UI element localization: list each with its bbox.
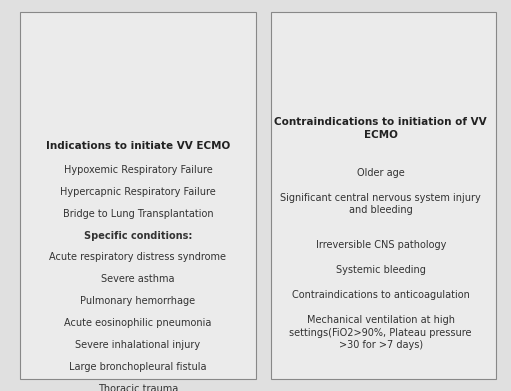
- Text: Mechanical ventilation at high
settings(FiO2>90%, Plateau pressure
>30 for >7 da: Mechanical ventilation at high settings(…: [289, 316, 472, 350]
- Text: Irreversible CNS pathology: Irreversible CNS pathology: [315, 240, 446, 250]
- Text: Contraindications to anticoagulation: Contraindications to anticoagulation: [292, 290, 470, 300]
- Text: Thoracic trauma: Thoracic trauma: [98, 384, 178, 391]
- Text: Hypoxemic Respiratory Failure: Hypoxemic Respiratory Failure: [63, 165, 213, 175]
- Text: Hypercapnic Respiratory Failure: Hypercapnic Respiratory Failure: [60, 187, 216, 197]
- FancyBboxPatch shape: [20, 12, 256, 379]
- Text: Severe inhalational injury: Severe inhalational injury: [76, 340, 200, 350]
- Text: Severe asthma: Severe asthma: [101, 274, 175, 284]
- Text: Pulmonary hemorrhage: Pulmonary hemorrhage: [80, 296, 196, 306]
- Text: Acute respiratory distress syndrome: Acute respiratory distress syndrome: [50, 253, 226, 262]
- Text: Acute eosinophilic pneumonia: Acute eosinophilic pneumonia: [64, 318, 212, 328]
- Text: Significant central nervous system injury
and bleeding: Significant central nervous system injur…: [281, 193, 481, 215]
- Text: Indications to initiate VV ECMO: Indications to initiate VV ECMO: [46, 141, 230, 151]
- Text: Systemic bleeding: Systemic bleeding: [336, 265, 426, 275]
- Text: Specific conditions:: Specific conditions:: [84, 231, 192, 240]
- FancyBboxPatch shape: [271, 12, 496, 379]
- Text: Large bronchopleural fistula: Large bronchopleural fistula: [69, 362, 207, 372]
- Text: Older age: Older age: [357, 168, 405, 178]
- Text: Contraindications to initiation of VV
ECMO: Contraindications to initiation of VV EC…: [274, 117, 487, 140]
- Text: Bridge to Lung Transplantation: Bridge to Lung Transplantation: [63, 209, 213, 219]
